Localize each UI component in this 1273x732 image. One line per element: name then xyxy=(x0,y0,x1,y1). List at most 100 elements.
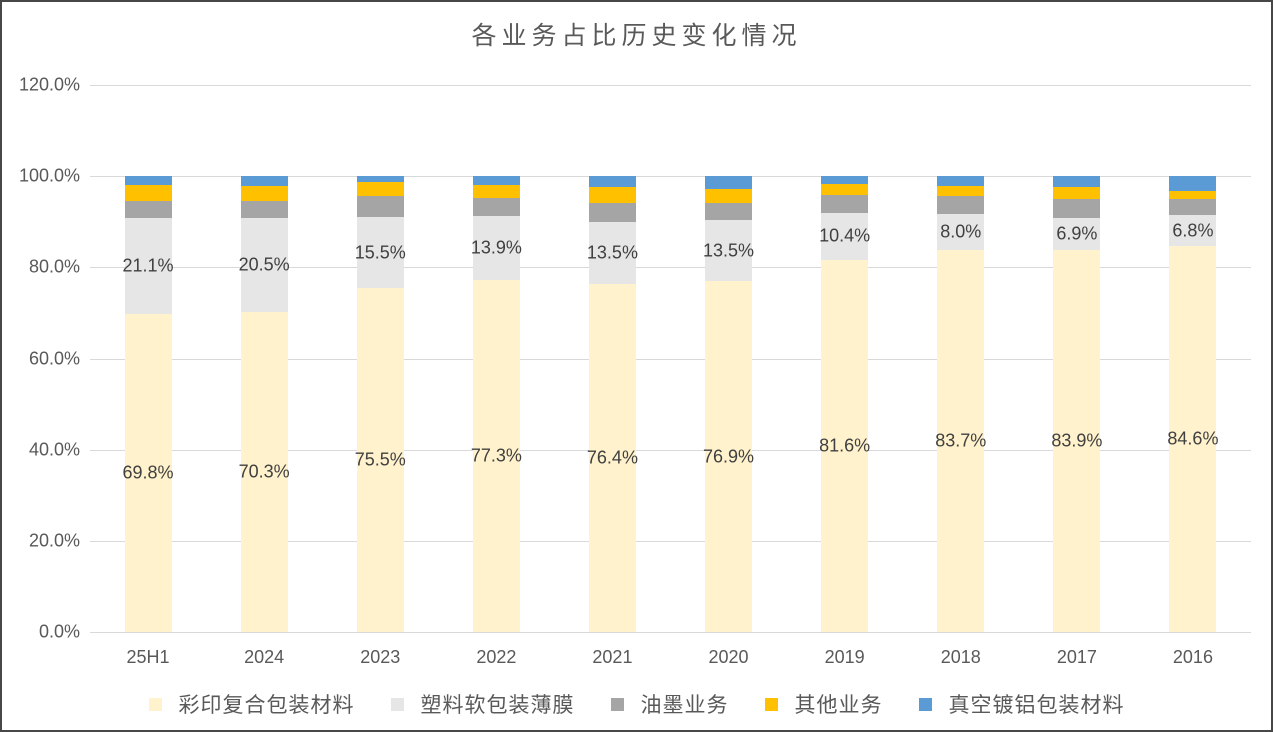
legend-item-series-0: 彩印复合包装材料 xyxy=(148,689,355,719)
gridline xyxy=(90,358,1251,360)
data-label: 76.9% xyxy=(703,446,755,467)
legend-label: 彩印复合包装材料 xyxy=(178,694,355,717)
legend-swatch-icon xyxy=(610,697,624,711)
x-axis-tick-label: 2016 xyxy=(1172,647,1213,667)
data-label: 81.6% xyxy=(819,435,871,456)
data-label: 83.9% xyxy=(1051,430,1103,451)
bar-segment-series-3 xyxy=(821,184,869,196)
data-label: 83.7% xyxy=(935,430,987,451)
data-label: 69.8% xyxy=(122,462,174,483)
bar-segment-series-2 xyxy=(356,196,404,218)
bar-segment-series-1 xyxy=(240,218,288,312)
y-axis-tick-label: 100.0% xyxy=(18,165,80,186)
legend-label: 真空镀铝包装材料 xyxy=(948,694,1125,717)
bar-segment-series-4 xyxy=(472,176,520,185)
data-label: 8.0% xyxy=(940,221,982,242)
bar-segment-series-3 xyxy=(1169,191,1217,200)
y-axis-tick-label: 120.0% xyxy=(18,74,80,95)
bar-segment-series-2 xyxy=(588,203,636,223)
x-axis-tick-label: 2021 xyxy=(592,647,633,667)
chart-legend: 彩印复合包装材料 塑料软包装薄膜 油墨业务 其他业务 真空镀铝包装材料 xyxy=(2,689,1271,719)
bar-segment-series-4 xyxy=(356,176,404,183)
y-axis-tick-label: 80.0% xyxy=(28,256,80,277)
legend-item-series-2: 油墨业务 xyxy=(610,689,729,719)
data-label: 15.5% xyxy=(354,242,406,263)
y-axis-tick-label: 20.0% xyxy=(28,530,80,551)
bar-segment-series-3 xyxy=(937,185,985,196)
data-label: 20.5% xyxy=(238,254,290,275)
x-axis-tick-label: 2019 xyxy=(824,647,865,667)
x-axis-tick-label: 2022 xyxy=(476,647,517,667)
data-label: 6.9% xyxy=(1056,223,1098,244)
bar-segment-series-3 xyxy=(124,185,172,202)
data-label: 70.3% xyxy=(238,461,290,482)
bar-segment-series-1 xyxy=(588,222,636,284)
bar-segment-series-4 xyxy=(1053,176,1101,188)
bar-segment-series-0 xyxy=(705,281,753,632)
legend-label: 油墨业务 xyxy=(640,694,729,717)
bar-segment-series-3 xyxy=(705,188,753,203)
bar-segment-series-3 xyxy=(472,184,520,199)
bar-segment-series-2 xyxy=(240,201,288,219)
bar-segment-series-4 xyxy=(821,176,869,185)
x-axis-tick-label: 25H1 xyxy=(126,647,170,667)
data-label: 77.3% xyxy=(470,445,522,466)
bar-segment-series-3 xyxy=(1053,187,1101,200)
x-axis-tick-label: 2023 xyxy=(360,647,401,667)
bar-segment-series-0 xyxy=(1053,249,1101,632)
bar-segment-series-0 xyxy=(588,283,636,632)
bar-segment-series-1 xyxy=(705,219,753,282)
data-label: 76.4% xyxy=(586,447,638,468)
bar-segment-series-0 xyxy=(1169,246,1217,632)
bar-segment-series-2 xyxy=(124,201,172,218)
legend-item-series-3: 其他业务 xyxy=(764,689,883,719)
bar-segment-series-1 xyxy=(124,217,172,314)
bar-segment-series-4 xyxy=(240,176,288,186)
gridline xyxy=(90,540,1251,542)
x-axis-tick-label: 2020 xyxy=(708,647,749,667)
legend-swatch-icon xyxy=(390,697,404,711)
gridline xyxy=(90,85,1251,86)
data-label: 10.4% xyxy=(819,225,871,246)
data-label: 6.8% xyxy=(1172,220,1214,241)
bar-segment-series-2 xyxy=(472,198,520,217)
legend-swatch-icon xyxy=(764,697,778,711)
bar-segment-series-3 xyxy=(356,182,404,197)
bar-segment-series-1 xyxy=(356,217,404,288)
bar-segment-series-4 xyxy=(124,176,172,186)
bar-segment-series-0 xyxy=(937,250,985,632)
y-axis-tick-label: 60.0% xyxy=(28,348,80,368)
data-label: 75.5% xyxy=(354,449,406,470)
bar-segment-series-1 xyxy=(1053,218,1101,250)
gridline xyxy=(90,632,1251,633)
gridline xyxy=(90,176,1251,178)
data-label: 84.6% xyxy=(1167,428,1219,449)
legend-label: 塑料软包装薄膜 xyxy=(420,694,575,717)
bar-segment-series-0 xyxy=(821,260,869,632)
bar-segment-series-2 xyxy=(705,202,753,220)
legend-swatch-icon xyxy=(148,697,162,711)
gridline xyxy=(90,267,1251,269)
bar-segment-series-0 xyxy=(240,311,288,632)
x-axis-tick-label: 2024 xyxy=(244,647,285,667)
legend-label: 其他业务 xyxy=(794,694,883,717)
y-axis-tick-label: 0.0% xyxy=(38,621,80,642)
legend-item-series-1: 塑料软包装薄膜 xyxy=(390,689,575,719)
bar-segment-series-2 xyxy=(1053,199,1101,219)
bar-segment-series-1 xyxy=(937,214,985,251)
data-label: 13.5% xyxy=(586,242,638,263)
legend-swatch-icon xyxy=(918,697,932,711)
bar-segment-series-3 xyxy=(240,185,288,202)
chart-title: 各业务占比历史变化情况 xyxy=(471,22,802,50)
y-axis-tick-label: 40.0% xyxy=(28,439,80,460)
bar-segment-series-0 xyxy=(124,313,172,632)
bar-segment-series-0 xyxy=(356,287,404,632)
legend-item-series-4: 真空镀铝包装材料 xyxy=(918,689,1125,719)
bar-segment-series-2 xyxy=(1169,199,1217,216)
bar-segment-series-3 xyxy=(588,187,636,204)
bar-segment-series-2 xyxy=(821,195,869,213)
bar-segment-series-4 xyxy=(588,176,636,188)
data-label: 13.5% xyxy=(703,240,755,261)
bar-segment-series-1 xyxy=(472,216,520,280)
